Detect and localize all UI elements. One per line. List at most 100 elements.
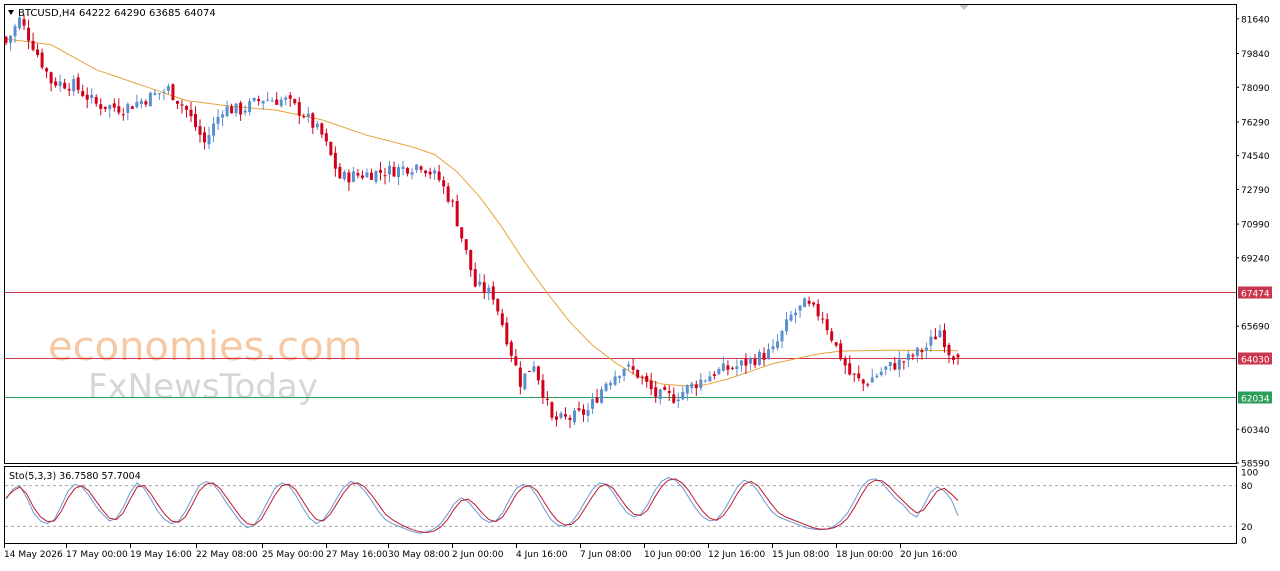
candle <box>762 347 766 366</box>
candle <box>843 355 847 375</box>
candle-body <box>469 249 473 271</box>
candle <box>685 384 689 401</box>
candle-body <box>848 363 852 375</box>
candle-body <box>135 101 139 108</box>
candle <box>812 301 816 308</box>
candle <box>870 369 874 383</box>
candle <box>175 100 179 110</box>
candle <box>848 355 852 376</box>
candle <box>329 141 333 157</box>
candle-body <box>645 375 649 382</box>
y-axis-tick-label: 65690 <box>1241 323 1270 333</box>
candle-body <box>861 379 865 384</box>
candle-body <box>897 359 901 370</box>
candle-body <box>852 373 856 375</box>
candle <box>58 74 62 92</box>
candle-body <box>184 106 188 110</box>
candle-body <box>622 368 626 377</box>
candle-body <box>595 397 599 403</box>
candle <box>239 100 243 121</box>
candle <box>428 167 432 179</box>
candle-body <box>830 331 834 341</box>
candle <box>681 386 685 401</box>
y-axis-tick-label: 76290 <box>1241 118 1270 128</box>
candle <box>834 341 838 348</box>
stochastic-axis-label: 100 <box>1241 469 1258 479</box>
candle-body <box>694 384 698 389</box>
candle-body <box>338 166 342 179</box>
candle <box>261 100 265 110</box>
candle-body <box>193 113 197 128</box>
candle-body <box>748 358 752 364</box>
candle <box>225 100 229 118</box>
candle-body <box>306 113 310 117</box>
symbol-menu-icon[interactable] <box>8 10 14 15</box>
candle-body <box>627 364 631 367</box>
candle-body <box>347 172 351 183</box>
candle-body <box>798 305 802 311</box>
candle <box>275 92 279 106</box>
candle-body <box>108 105 112 110</box>
candle <box>771 339 775 353</box>
candle-body <box>401 166 405 169</box>
candle <box>568 415 572 428</box>
candle-body <box>902 361 906 363</box>
candle-body <box>410 172 414 175</box>
candle <box>487 284 491 301</box>
candle <box>162 88 166 101</box>
candle <box>270 97 274 102</box>
candle-body <box>324 133 328 142</box>
candle <box>622 368 626 382</box>
candle <box>803 297 807 308</box>
candle-body <box>171 84 175 101</box>
candle-body <box>654 387 658 397</box>
candle-body <box>126 104 130 113</box>
candle-body <box>130 106 134 109</box>
candle <box>839 339 843 361</box>
candle-body <box>297 102 301 116</box>
candle-body <box>893 363 897 370</box>
candle <box>365 168 369 178</box>
stochastic-axis-label: 20 <box>1241 523 1253 533</box>
candle-body <box>275 99 279 105</box>
candle <box>203 126 207 150</box>
candle-body <box>360 175 364 178</box>
candle <box>821 311 825 324</box>
candle <box>45 66 49 79</box>
candle <box>383 167 387 185</box>
candle <box>649 372 653 396</box>
candle <box>378 161 382 181</box>
candle-body <box>771 346 775 350</box>
candle-body <box>72 79 76 92</box>
candle <box>600 386 604 405</box>
candle <box>410 167 414 180</box>
candle <box>816 299 820 321</box>
candle-body <box>198 126 202 135</box>
x-axis-tick-label: 15 Jun 08:00 <box>772 550 829 560</box>
candle-body <box>99 104 103 109</box>
candle-body <box>342 171 346 180</box>
candle-body <box>406 167 410 174</box>
candle-body <box>428 171 432 175</box>
candle-body <box>433 170 437 174</box>
candle-body <box>554 416 558 420</box>
candle-body <box>920 350 924 353</box>
candle-body <box>600 389 604 403</box>
x-axis-tick-label: 4 Jun 16:00 <box>516 550 568 560</box>
candle-body <box>442 180 446 187</box>
candle-body <box>803 298 807 308</box>
candle-body <box>947 344 951 356</box>
candle <box>311 112 315 134</box>
candle <box>735 359 739 376</box>
candle-body <box>351 171 355 182</box>
candle-body <box>329 142 333 155</box>
candle <box>852 373 856 383</box>
candle-body <box>942 330 946 348</box>
candle-body <box>40 52 44 68</box>
candle-body <box>446 186 450 202</box>
candle <box>248 98 252 116</box>
candle <box>153 89 157 96</box>
chart-shift-marker[interactable] <box>959 5 969 10</box>
candle-body <box>550 402 554 418</box>
